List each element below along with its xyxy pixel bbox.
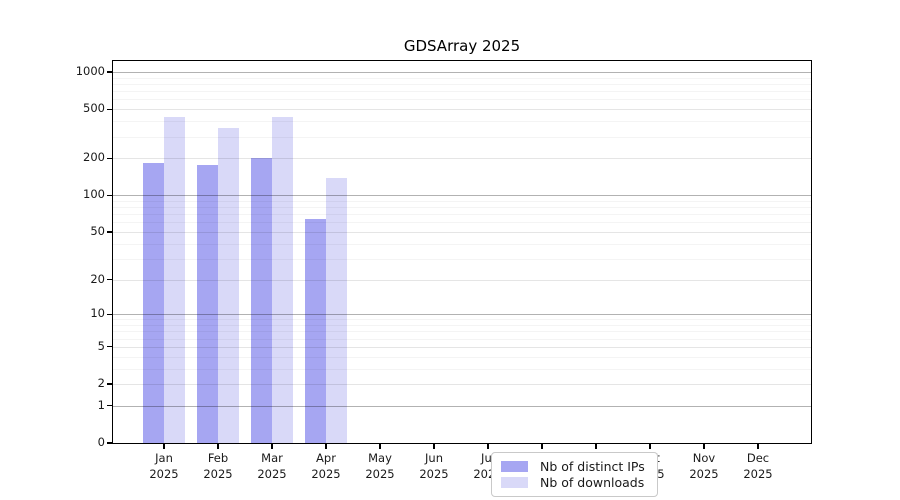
bar-distinct-ips-apr (305, 218, 326, 443)
y-tick-label-20: 20 (90, 271, 105, 286)
y-tick-label-2: 2 (97, 376, 105, 390)
gridline-y-1 (113, 405, 811, 407)
legend-item-downloads: Nb of downloads (501, 475, 648, 492)
legend-label-downloads: Nb of downloads (540, 475, 645, 491)
gridline-minor-y-3 (113, 368, 811, 370)
x-tick-mark-feb (217, 444, 219, 449)
x-tick-label-feb: Feb 2025 (203, 451, 233, 481)
bar-downloads-feb (218, 128, 239, 443)
gridline-minor-y-800 (113, 84, 811, 85)
y-tick-mark-20 (107, 278, 112, 281)
x-tick-label-jan: Jan 2025 (149, 451, 179, 481)
gridline-y-100 (113, 195, 811, 197)
y-tick-label-0: 0 (97, 435, 105, 449)
bar-distinct-ips-mar (251, 158, 272, 443)
x-tick-mark-nov (703, 444, 705, 449)
gridline-minor-y-6 (113, 338, 811, 340)
gridline-y-1000 (113, 72, 811, 73)
gridline-y-20 (113, 279, 811, 281)
x-tick-mark-jul (487, 444, 489, 449)
gridline-minor-y-70 (113, 214, 811, 216)
legend-label-distinct-ips: Nb of distinct IPs (540, 458, 645, 474)
legend-swatch-distinct-ips (501, 460, 528, 472)
y-tick-label-5: 5 (97, 338, 105, 353)
y-tick-mark-1000 (107, 71, 112, 73)
gridline-y-500 (113, 109, 811, 111)
x-tick-mark-apr (325, 444, 327, 449)
gridline-minor-y-700 (113, 91, 811, 93)
gridline-minor-y-30 (113, 258, 811, 260)
y-tick-mark-5 (107, 346, 112, 348)
y-tick-label-1: 1 (97, 397, 105, 412)
gridline-minor-y-60 (113, 222, 811, 224)
gridline-minor-y-80 (113, 207, 811, 208)
y-tick-mark-2 (107, 383, 112, 385)
x-tick-label-mar: Mar 2025 (257, 451, 287, 481)
legend-swatch-downloads (501, 477, 528, 489)
y-tick-mark-100 (107, 194, 112, 196)
bar-downloads-jan (164, 116, 185, 443)
gridline-minor-y-900 (113, 77, 811, 79)
x-tick-mark-may (379, 444, 381, 449)
gridline-y-200 (113, 158, 811, 160)
gridline-minor-y-9 (113, 319, 811, 321)
bar-distinct-ips-jan (143, 163, 164, 443)
gridline-y-5 (113, 346, 811, 348)
x-tick-mark-jun (433, 444, 435, 449)
x-tick-label-nov: Nov 2025 (689, 451, 719, 481)
bar-distinct-ips-feb (197, 164, 218, 443)
y-tick-mark-500 (107, 108, 112, 110)
x-tick-mark-oct (649, 444, 651, 449)
legend: Nb of distinct IPs Nb of downloads (491, 452, 658, 497)
gridline-y-2 (113, 384, 811, 385)
y-tick-label-500: 500 (83, 101, 105, 116)
plot-area: Nb of distinct IPs Nb of downloads (112, 60, 812, 497)
y-tick-mark-10 (107, 313, 112, 315)
x-tick-label-apr: Apr 2025 (311, 451, 341, 481)
x-tick-mark-dec (757, 444, 759, 449)
x-tick-mark-mar (271, 444, 273, 449)
y-tick-label-200: 200 (83, 150, 105, 165)
y-tick-mark-50 (107, 231, 112, 233)
y-tick-mark-0 (107, 442, 112, 444)
x-tick-label-dec: Dec 2025 (743, 451, 773, 481)
gridline-y-10 (113, 314, 811, 316)
bar-downloads-mar (272, 116, 293, 443)
gridline-minor-y-90 (113, 200, 811, 202)
y-tick-label-10: 10 (90, 306, 105, 321)
gridline-minor-y-300 (113, 136, 811, 138)
y-tick-label-100: 100 (83, 187, 105, 202)
gridline-minor-y-40 (113, 243, 811, 245)
gridline-minor-y-400 (113, 121, 811, 123)
x-tick-mark-jan (163, 444, 165, 449)
gridline-minor-y-600 (113, 99, 811, 101)
x-tick-mark-sep (595, 444, 597, 449)
gridline-y-50 (113, 231, 811, 233)
gridline-minor-y-7 (113, 331, 811, 333)
y-tick-mark-200 (107, 157, 112, 159)
x-tick-label-jun: Jun 2025 (419, 451, 449, 481)
y-tick-label-50: 50 (90, 223, 105, 238)
legend-item-distinct-ips: Nb of distinct IPs (501, 458, 648, 475)
y-tick-mark-1 (107, 405, 112, 407)
gridline-minor-y-8 (113, 325, 811, 326)
chart-title: GDSArray 2025 (403, 37, 521, 55)
x-tick-mark-aug (541, 444, 543, 449)
gridline-minor-y-4 (113, 356, 811, 358)
x-tick-label-may: May 2025 (365, 451, 395, 481)
y-tick-label-1000: 1000 (75, 64, 105, 78)
bar-downloads-apr (326, 178, 347, 443)
